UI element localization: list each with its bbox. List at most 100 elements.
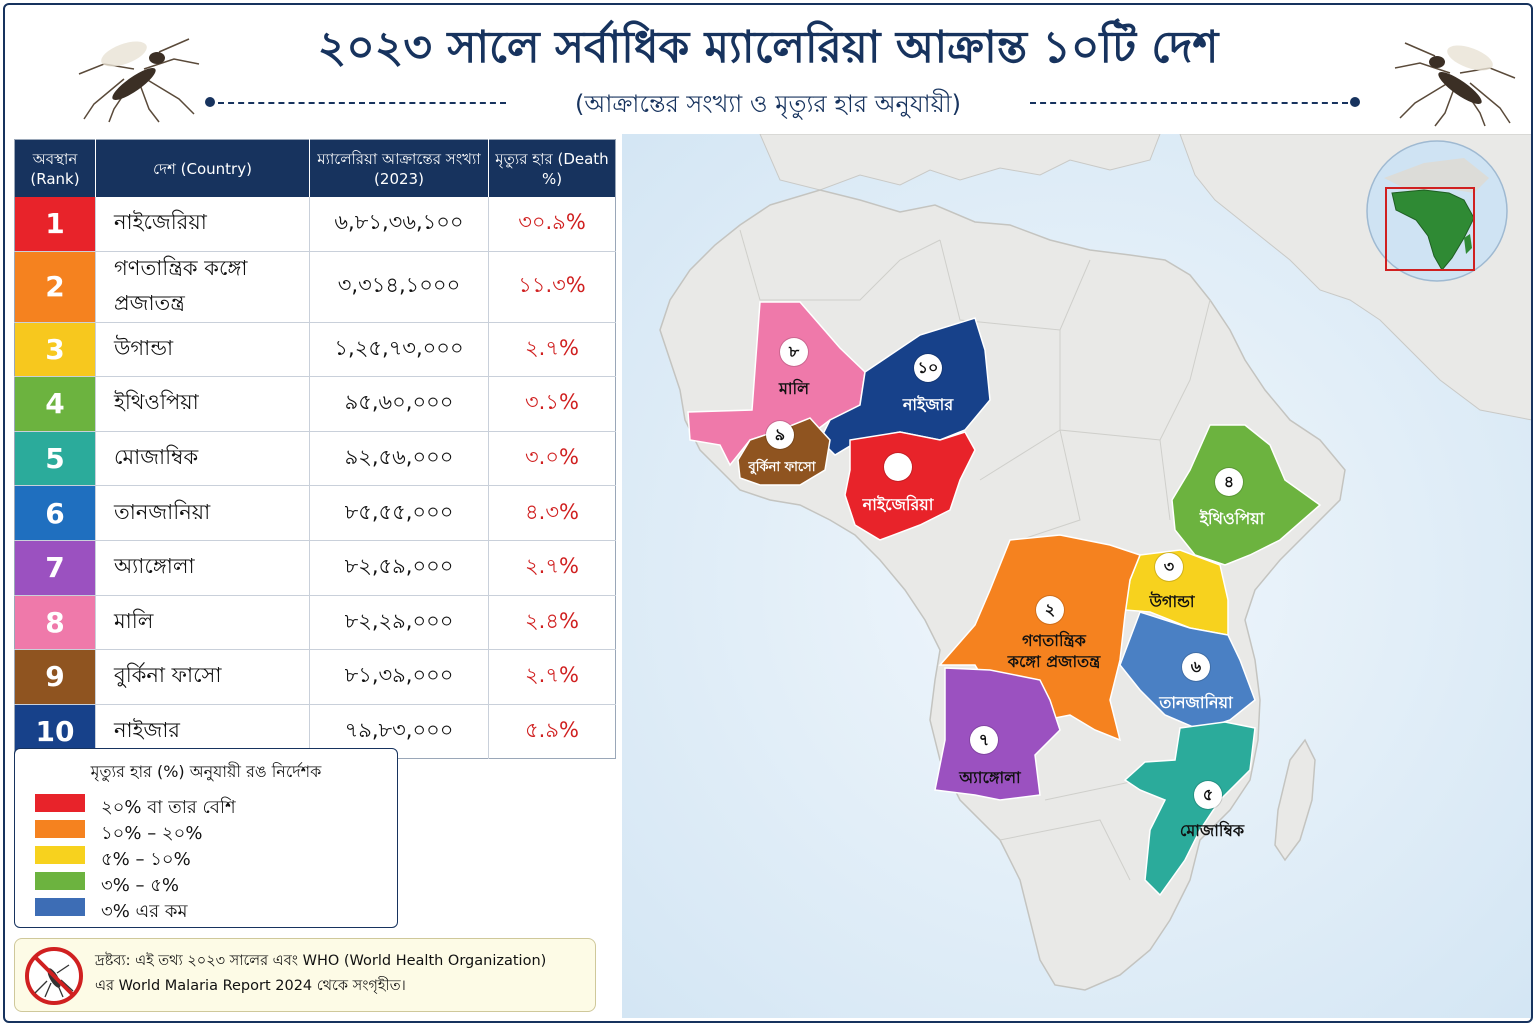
legend-label: ১০% – ২০% <box>101 823 203 844</box>
rank-badge: 8 <box>14 595 96 651</box>
ethiopia-label: ইথিওপিয়া <box>1199 509 1265 528</box>
drc-badge: ২ <box>1036 596 1064 624</box>
tanzania-badge: ৬ <box>1182 653 1210 681</box>
rank-badge: 1 <box>14 197 96 252</box>
death-rate: ১১.৩% <box>488 251 616 323</box>
no-mosquito-icon <box>25 947 83 1005</box>
rank-badge: 5 <box>14 431 96 487</box>
country-name: মোজাম্বিক <box>95 431 310 487</box>
mozambique-region <box>1123 721 1256 897</box>
dash-dot-right <box>1350 97 1360 107</box>
rank-badge: 6 <box>14 485 96 541</box>
country-name: গণতান্ত্রিক কঙ্গো প্রজাতন্ত্র <box>95 251 310 323</box>
page-subtitle: (আক্রান্তের সংখ্যা ও মৃত্যুর হার অনুযায়… <box>575 90 961 118</box>
note-line-2: এর World Malaria Report 2024 থেকে সংগৃহী… <box>95 978 406 994</box>
country-name: নাইজেরিয়া <box>95 197 310 252</box>
death-rate: ৫.৯% <box>525 718 579 743</box>
case-count: ৮৫,৫৫,০০০ <box>309 485 489 541</box>
death-rate: ৩.১% <box>488 376 616 432</box>
case-count: ৮২,২৯,০০০ <box>309 595 489 651</box>
color-legend: মৃত্যুর হার (%) অনুযায়ী রঙ নির্দেশক ২০%… <box>14 748 398 928</box>
drc-label: গণতান্ত্রিক কঙ্গো প্রজাতন্ত্র <box>1008 630 1100 672</box>
table-row: 4 ইথিওপিয়া ৯৫,৬০,০০০ ৩.১% <box>14 376 616 432</box>
country-borders <box>739 229 1211 881</box>
note-line-1: দ্রষ্টব্য: এই তথ্য ২০২৩ সালের এবং WHO (W… <box>95 953 547 969</box>
mosquito-icon <box>78 38 200 123</box>
country-name: তানজানিয়া <box>95 485 310 541</box>
legend-swatch <box>35 898 85 916</box>
death-rate: ৩.০% <box>488 431 616 487</box>
niger-badge: ১০ <box>914 354 942 382</box>
table-row: 8 মালি ৮২,২৯,০০০ ২.৪% <box>14 595 616 651</box>
ranking-table: অবস্থান (Rank) দেশ (Country) ম্যালেরিয়া… <box>14 139 616 760</box>
case-count: ৯৫,৬০,০০০ <box>309 376 489 432</box>
tanzania-label: তানজানিয়া <box>1159 693 1233 712</box>
case-count: ৩,৩১৪,১০০০ <box>309 251 489 323</box>
country-name: ইথিওপিয়া <box>95 376 310 432</box>
legend-swatch <box>35 846 85 864</box>
country-name: বুর্কিনা ফাসো <box>95 649 310 705</box>
header-cases: ম্যালেরিয়া আক্রান্তের সংখ্যা (2023) <box>309 139 489 197</box>
nigeria-badge <box>884 453 912 481</box>
header-rank: অবস্থান (Rank) <box>14 139 96 197</box>
case-count: ৬,৮১,৩৬,১০০ <box>309 197 489 252</box>
dash-line-left <box>218 102 506 104</box>
legend-label: ৩% এর কম <box>101 901 188 922</box>
niger-label: নাইজার <box>902 395 954 414</box>
header-country: দেশ (Country) <box>95 139 310 197</box>
ethiopia-badge: ৪ <box>1215 468 1243 496</box>
death-rate: ২.৭% <box>488 649 616 705</box>
burkina-badge: ৯ <box>766 421 794 449</box>
death-rate: ২.৪% <box>488 595 616 651</box>
mozambique-badge: ৫ <box>1194 781 1222 809</box>
legend-swatch <box>35 872 85 890</box>
rank-badge: 2 <box>14 251 96 323</box>
death-rate: ২.৭% <box>488 540 616 596</box>
table-row: 7 অ্যাঙ্গোলা ৮২,৫৯,০০০ ২.৭% <box>14 540 616 596</box>
country-name: মালি <box>95 595 310 651</box>
mali-badge: ৮ <box>780 338 808 366</box>
nigeria-label: নাইজেরিয়া <box>862 495 934 514</box>
angola-badge: ৭ <box>970 726 998 754</box>
legend-swatch <box>35 794 85 812</box>
death-rate: ৩০.৯% <box>488 197 616 252</box>
europe-land <box>759 134 1161 191</box>
table-row: 3 উগান্ডা ১,২৫,৭৩,০০০ ২.৭% <box>14 322 616 378</box>
case-count: ১,২৫,৭৩,০০০ <box>309 322 489 378</box>
rank-badge: 3 <box>14 322 96 378</box>
table-row: 5 মোজাম্বিক ৯২,৫৬,০০০ ৩.০% <box>14 431 616 487</box>
page-title: ২০২৩ সালে সর্বাধিক ম্যালেরিয়া আক্রান্ত … <box>317 22 1219 73</box>
table-row: 6 তানজানিয়া ৮৫,৫৫,০০০ ৪.৩% <box>14 485 616 541</box>
mozambique-label: মোজাম্বিক <box>1179 821 1245 840</box>
angola-label: অ্যাঙ্গোলা <box>959 768 1021 787</box>
uganda-badge: ৩ <box>1155 553 1183 581</box>
table-row: 2 গণতান্ত্রিক কঙ্গো প্রজাতন্ত্র ৩,৩১৪,১০০০… <box>14 251 616 323</box>
death-rate: ৪.৩% <box>488 485 616 541</box>
case-count: ৯২,৫৬,০০০ <box>309 431 489 487</box>
rank-badge: 9 <box>14 649 96 705</box>
burkina-region <box>737 417 831 486</box>
africa-map <box>622 134 1532 1018</box>
drc-label-line-2: কঙ্গো প্রজাতন্ত্র <box>1007 652 1101 671</box>
header-death: মৃত্যুর হার (Death %) <box>488 139 616 197</box>
legend-swatch <box>35 820 85 838</box>
legend-label: ৫% – ১০% <box>101 849 191 870</box>
mosquito-icon <box>1394 42 1516 127</box>
legend-label: ৩% – ৫% <box>101 875 180 896</box>
dash-line-right <box>1030 102 1348 104</box>
table-row: 1 নাইজেরিয়া ৬,৮১,৩৬,১০০ ৩০.৯% <box>14 197 616 252</box>
rank-badge: 7 <box>14 540 96 596</box>
country-name: উগান্ডা <box>95 322 310 378</box>
mali-label: মালি <box>778 379 810 398</box>
table-header-row: অবস্থান (Rank) দেশ (Country) ম্যালেরিয়া… <box>14 139 616 197</box>
case-count: ৮২,৫৯,০০০ <box>309 540 489 596</box>
dash-dot-left <box>205 97 215 107</box>
rank-badge: 4 <box>14 376 96 432</box>
legend-label: ২০% বা তার বেশি <box>101 797 236 818</box>
burkina-label: বুর্কিনা ফাসো <box>748 460 816 475</box>
note-text: দ্রষ্টব্য: এই তথ্য ২০২৩ সালের এবং WHO (W… <box>95 949 591 999</box>
nigeria-region <box>844 431 976 541</box>
madagascar-land <box>1274 738 1316 862</box>
globe-inset-icon <box>1366 140 1508 282</box>
